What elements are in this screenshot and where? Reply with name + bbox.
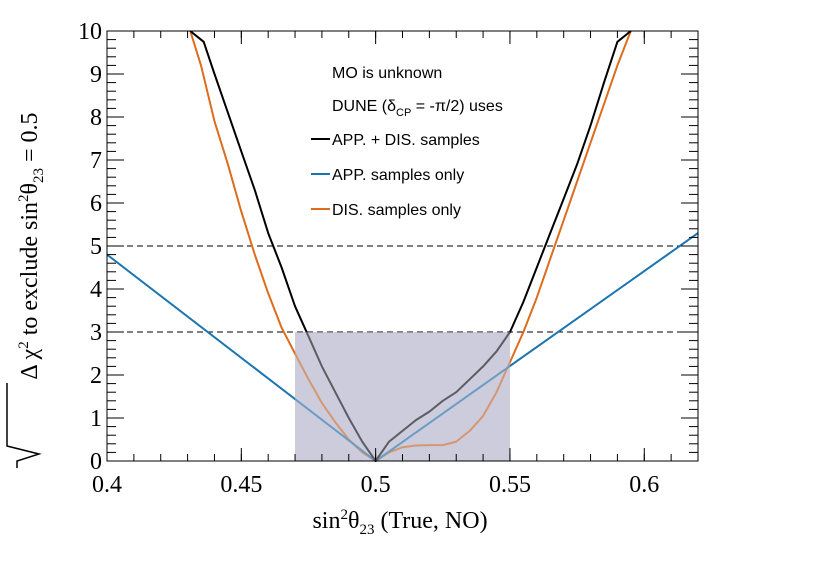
series-dis bbox=[189, 30, 632, 462]
shaded-region bbox=[295, 332, 510, 461]
y-tick-label: 6 bbox=[90, 191, 102, 217]
x-tick-label: 0.4 bbox=[92, 472, 122, 498]
y-tick-label: 8 bbox=[90, 105, 102, 131]
y-tick-label: 5 bbox=[90, 234, 102, 260]
series-app-dis bbox=[189, 30, 632, 462]
legend-label-app-dis: APP. + DIS. samples bbox=[332, 132, 480, 149]
y-tick-label: 7 bbox=[90, 148, 102, 174]
annotation-mo: MO is unknown bbox=[332, 65, 442, 82]
sqrt-sign bbox=[6, 383, 42, 468]
legend-label-dis: DIS. samples only bbox=[332, 202, 461, 219]
y-tick-label: 9 bbox=[90, 62, 102, 88]
x-tick-label: 0.45 bbox=[220, 472, 262, 498]
y-axis-title: Δ χ2 to exclude sin2θ23 = 0.5 bbox=[6, 112, 47, 468]
y-tick-label: 0 bbox=[90, 449, 102, 475]
y-tick-label: 3 bbox=[90, 320, 102, 346]
x-axis-title: sin2θ23 (True, NO) bbox=[312, 507, 487, 538]
y-tick-label: 1 bbox=[90, 406, 102, 432]
x-tick-label: 0.5 bbox=[361, 472, 391, 498]
shaded-region-overlay bbox=[295, 332, 510, 461]
legend-label-app: APP. samples only bbox=[332, 167, 464, 184]
x-tick-label: 0.55 bbox=[489, 472, 531, 498]
y-tick-label: 4 bbox=[90, 277, 102, 303]
y-tick-label: 2 bbox=[90, 363, 102, 389]
x-tick-label: 0.6 bbox=[629, 472, 659, 498]
y-tick-label: 10 bbox=[78, 19, 102, 45]
svg-text:Δ χ2 to exclude sin2θ23 = 0.5: Δ χ2 to exclude sin2θ23 = 0.5 bbox=[16, 112, 47, 379]
annotation-dune: DUNE (δCP = -π/2) uses bbox=[332, 98, 503, 119]
